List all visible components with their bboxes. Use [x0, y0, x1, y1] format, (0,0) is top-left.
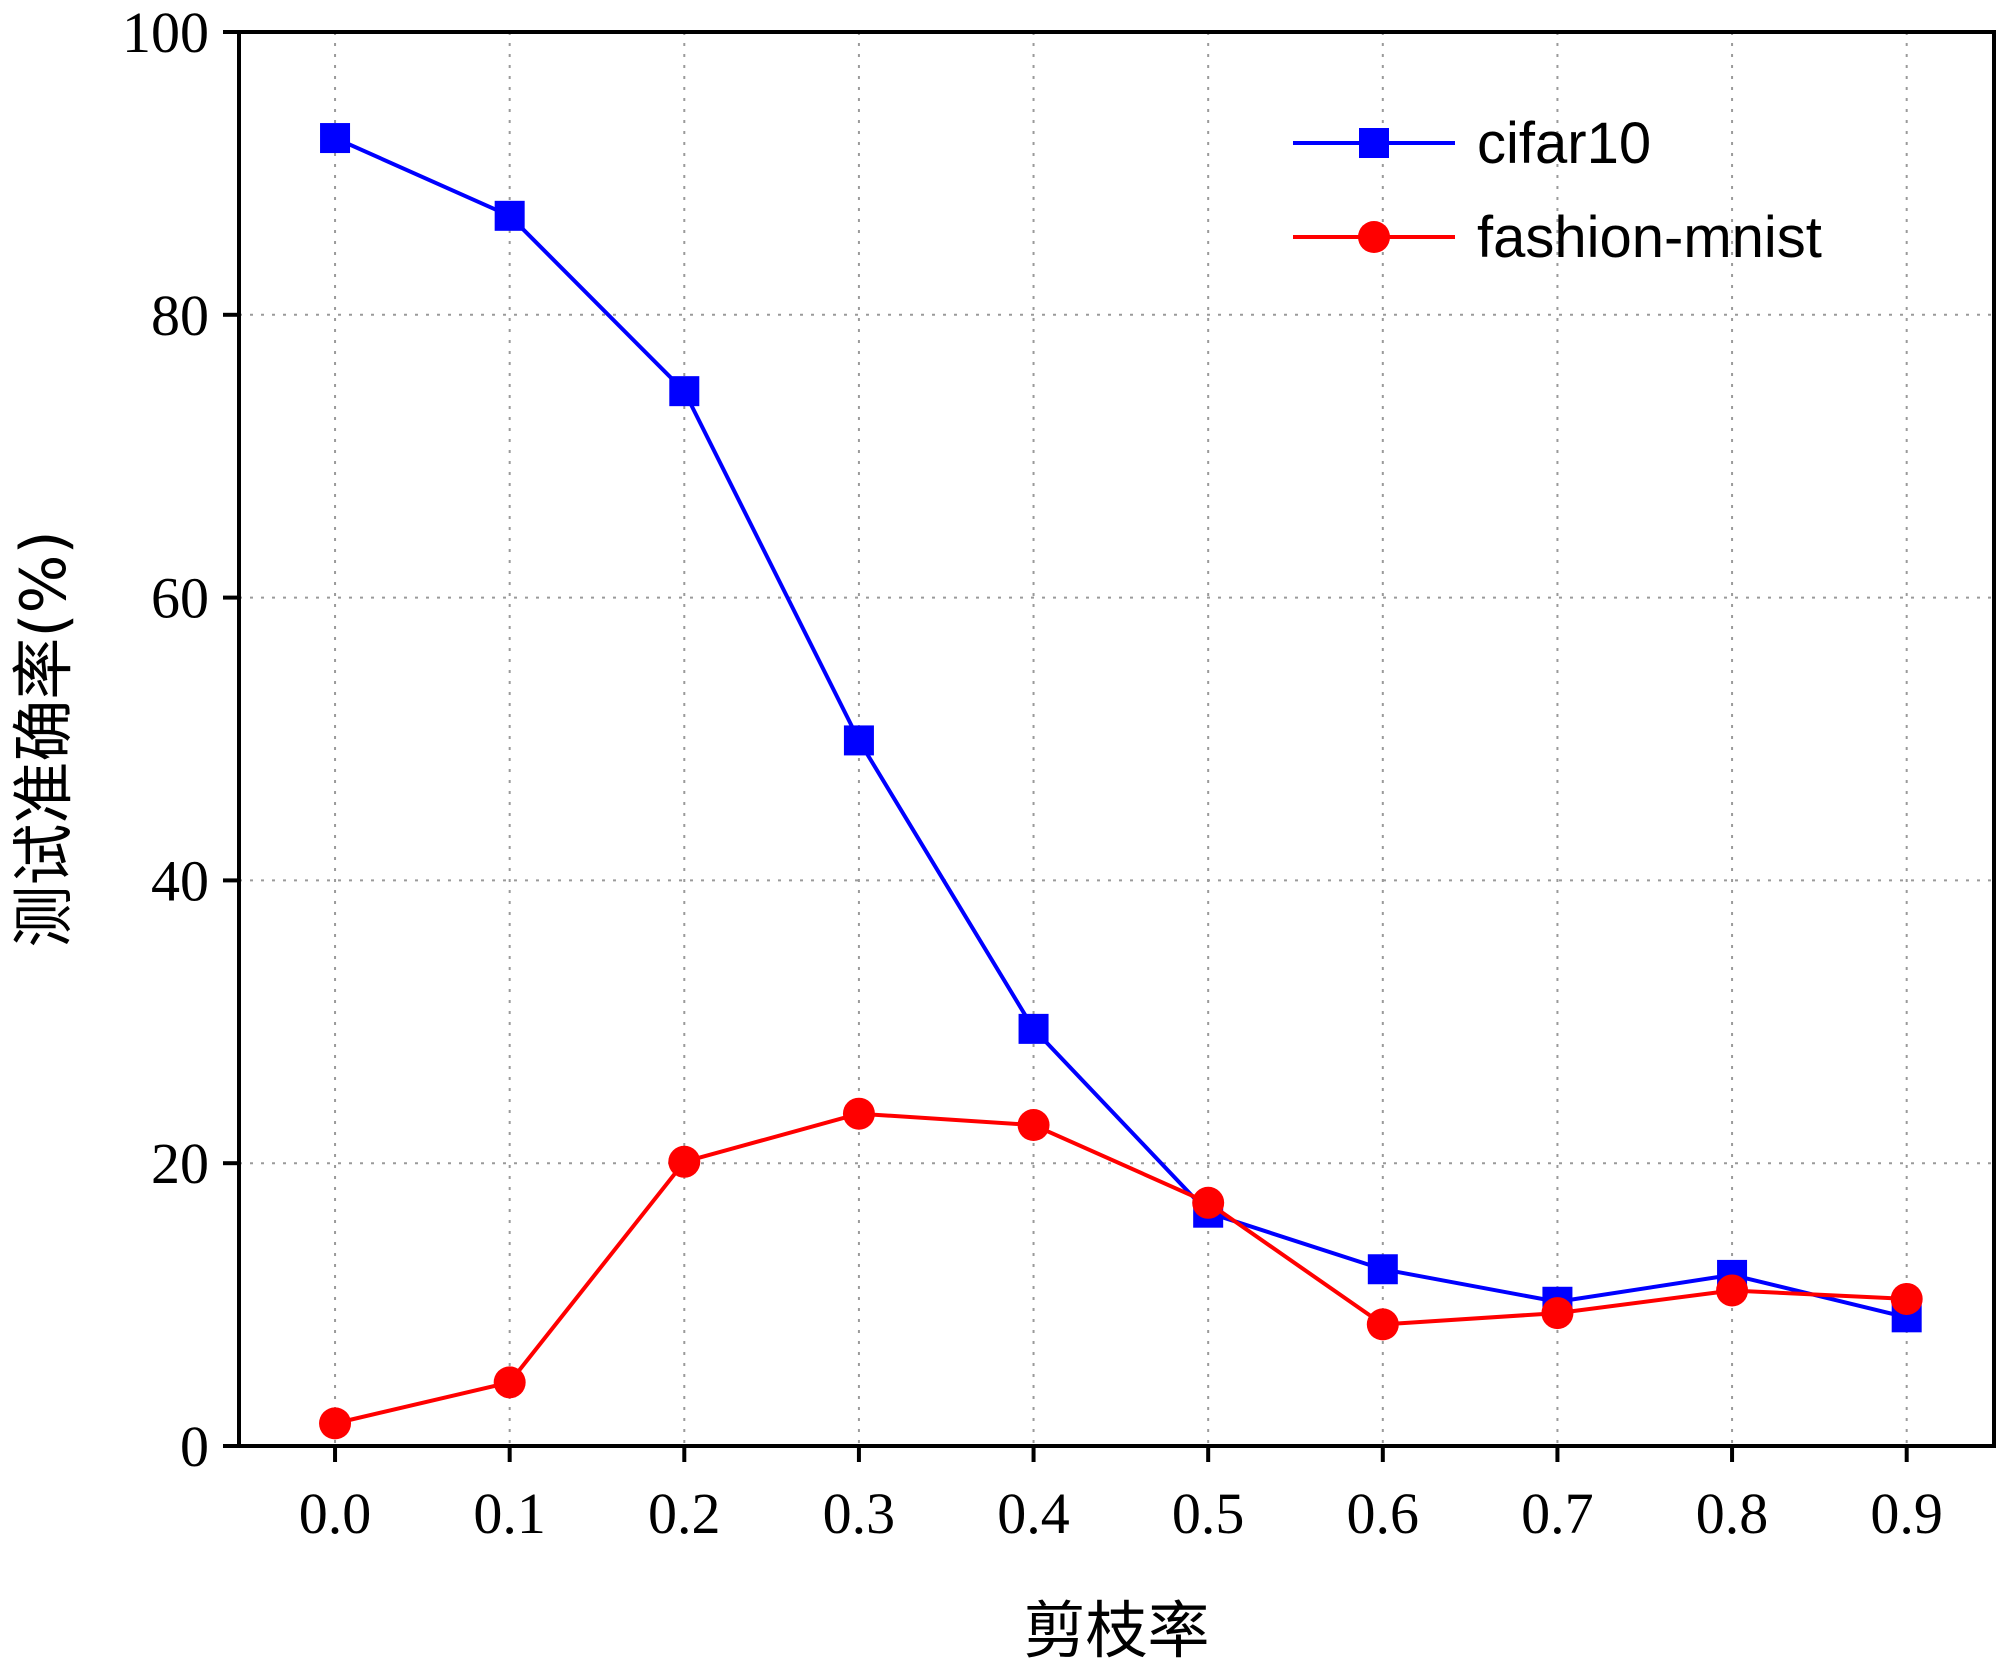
series-fashion-mnist: [319, 1097, 1923, 1440]
cifar10-point: [669, 376, 700, 407]
cifar10-point: [843, 725, 874, 756]
x-tick-label: 0.9: [1870, 1481, 1943, 1546]
legend-item-fashion-mnist: fashion-mnist: [1293, 205, 1822, 270]
fashion-mnist-point: [1192, 1186, 1225, 1219]
fashion-mnist-line: [334, 1111, 1907, 1426]
y-tick-label: 20: [151, 1131, 209, 1196]
cifar10-point: [320, 123, 351, 154]
cifar10-point: [1018, 1013, 1049, 1044]
x-tick-label: 0.4: [997, 1481, 1070, 1546]
plot-frame: [237, 30, 1996, 1448]
fashion-mnist-point: [319, 1407, 352, 1440]
y-axis-title: 测试准确率(%): [7, 530, 80, 947]
x-tick-label: 0.5: [1172, 1481, 1245, 1546]
x-tick-label: 0.0: [299, 1481, 372, 1546]
fashion-mnist-point: [1716, 1274, 1749, 1307]
series-cifar10: [320, 123, 1922, 1333]
plot-series: [319, 123, 1923, 1440]
x-tick-label: 0.1: [473, 1481, 546, 1546]
fashion-mnist-point: [1541, 1297, 1574, 1330]
y-tick-label: 60: [151, 566, 209, 631]
fashion-mnist-point: [1017, 1109, 1050, 1142]
y-tick-label: 100: [122, 0, 209, 65]
cifar10-point: [494, 200, 525, 231]
legend: cifar10 fashion-mnist: [1293, 111, 1822, 270]
legend-marker: [1359, 128, 1389, 158]
cifar10-point: [1367, 1254, 1398, 1285]
legend-item-cifar10: cifar10: [1293, 111, 1651, 176]
fashion-mnist-point: [842, 1097, 875, 1130]
legend-marker: [1358, 221, 1390, 253]
y-tick-label: 80: [151, 283, 209, 348]
x-axis-title: 剪枝率: [1023, 1594, 1209, 1667]
x-tick-label: 0.2: [648, 1481, 721, 1546]
x-tick-label: 0.3: [823, 1481, 896, 1546]
cifar10-line: [334, 136, 1908, 1320]
y-tick-label: 40: [151, 848, 209, 913]
fashion-mnist-point: [493, 1366, 526, 1399]
x-tick-label: 0.7: [1521, 1481, 1594, 1546]
legend-label: fashion-mnist: [1477, 205, 1822, 270]
x-tick-label: 0.8: [1696, 1481, 1769, 1546]
y-tick-label: 0: [180, 1414, 209, 1479]
axis-ticks: 0.0 0.1 0.2 0.3 0.4 0.5 0.6 0.7 0.8 0.9 0 20 40 60 80 1…: [122, 0, 1943, 1546]
fashion-mnist-point: [1366, 1308, 1399, 1341]
fashion-mnist-point: [668, 1145, 701, 1178]
fashion-mnist-point: [1890, 1282, 1923, 1315]
x-tick-label: 0.6: [1347, 1481, 1420, 1546]
legend-label: cifar10: [1477, 111, 1651, 176]
